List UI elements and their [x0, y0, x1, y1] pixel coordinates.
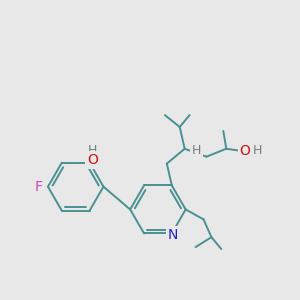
Text: O: O — [87, 153, 98, 167]
Text: H: H — [252, 144, 262, 157]
Text: O: O — [240, 144, 250, 158]
Text: F: F — [35, 180, 43, 194]
Text: H: H — [192, 144, 201, 157]
Text: H: H — [88, 144, 97, 157]
Text: N: N — [168, 229, 178, 242]
